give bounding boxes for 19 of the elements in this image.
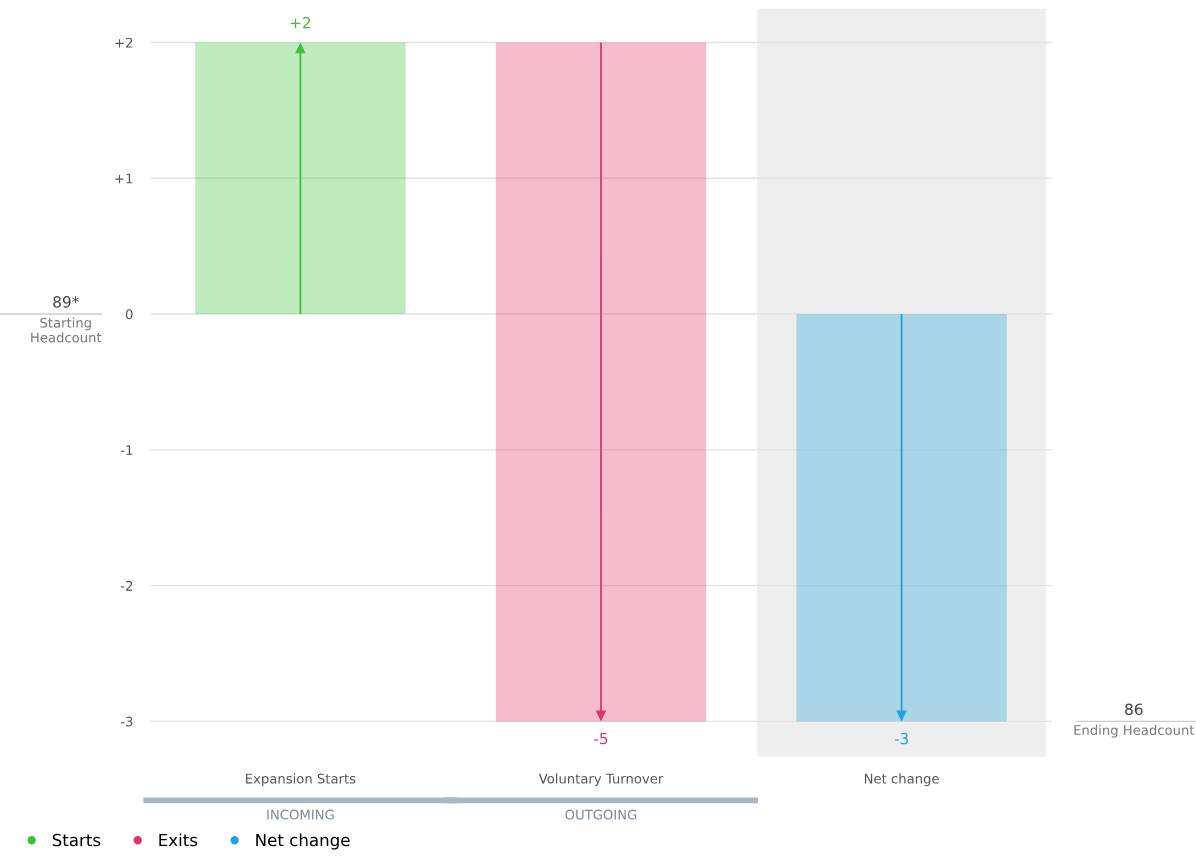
y-tick-label: -2 <box>120 580 133 591</box>
x-tick-label: Net change <box>864 773 939 787</box>
y-tick-label: +1 <box>115 173 133 184</box>
legend-label: Net change <box>256 833 350 850</box>
text: -3 <box>894 732 908 745</box>
legend-label: Starts <box>52 833 101 847</box>
y-tick-label: -3 <box>120 716 133 727</box>
x-tick-label: Expansion Starts <box>246 773 356 787</box>
y-tick-label: +2 <box>115 37 133 48</box>
ref-line-label: 89* Starting Headcount <box>31 296 102 343</box>
ref-line-label: 86 Ending Headcount <box>1074 703 1195 738</box>
text: INCOMING <box>267 809 334 820</box>
x-tick-label: Voluntary Turnover <box>538 773 664 787</box>
text: -5 <box>594 732 608 745</box>
legend-label: Exits <box>159 833 198 847</box>
y-tick-label: -1 <box>120 445 133 455</box>
y-tick-label: 0 <box>125 309 133 320</box>
text: +2 <box>290 16 311 29</box>
text: OUTGOING <box>565 809 637 820</box>
